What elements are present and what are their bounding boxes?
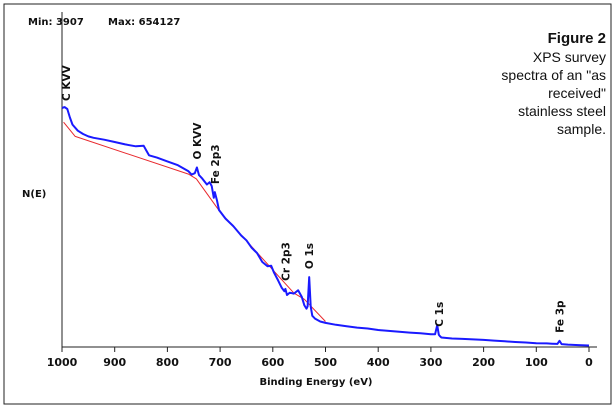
x-tick-label: 800 [156,356,179,369]
x-tick-label: 1000 [47,356,78,369]
peak-label: Fe 2p3 [210,144,222,184]
x-tick-label: 100 [525,356,548,369]
peak-label: O 1s [304,243,316,269]
peak-label: Cr 2p3 [280,242,292,281]
peak-label: O KVV [192,122,204,160]
axes: 1000 900 800 700 600 500 400 300 200 100 0 [47,12,597,369]
max-label: Max: 654127 [108,17,180,28]
caption-line: spectra of an "as [501,67,606,83]
x-tick-label: 300 [419,356,442,369]
y-axis-label: N(E) [22,189,46,200]
figure-border [3,3,612,405]
x-tick-label: 600 [261,356,284,369]
x-axis-label: Binding Energy (eV) [260,377,373,388]
series-layer [61,106,590,347]
x-tick-label: 900 [103,356,126,369]
caption-line: XPS survey [533,49,606,65]
peak-label: Fe 3p [554,300,566,333]
caption-line: sample. [557,121,606,137]
x-tick-label: 700 [209,356,232,369]
x-tick-label: 500 [314,356,337,369]
peak-label: C 1s [434,302,446,327]
peak-label: C KVV [61,64,73,101]
caption-line: received" [548,85,606,101]
spectrum-line [61,106,590,347]
caption-line: stainless steel [518,103,606,119]
peak-labels: C KVV O KVV Fe 2p3 Cr 2p3 O 1s C 1s Fe 3p [61,64,566,332]
caption-title: Figure 2 [548,30,606,47]
figure-caption: Figure 2 XPS survey spectra of an "as re… [501,30,606,137]
min-label: Min: 3907 [28,17,84,28]
x-tick-label: 0 [585,356,593,369]
x-tick-label: 200 [472,356,495,369]
x-tick-label: 400 [367,356,390,369]
